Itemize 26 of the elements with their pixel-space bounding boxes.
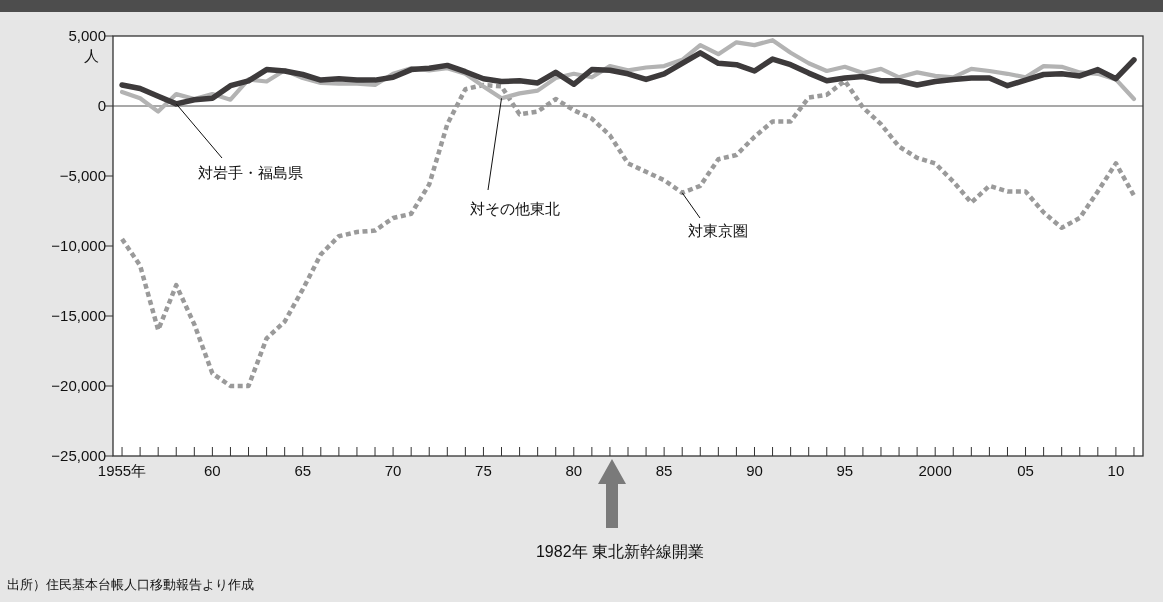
y-tick-label: −5,000: [59, 167, 106, 184]
x-tick-label: 60: [204, 462, 221, 479]
x-tick-label: 05: [1017, 462, 1034, 479]
x-tick-label: 70: [384, 462, 402, 479]
text: 対岩手・福島県: [198, 164, 303, 181]
y-tick-label: 0: [97, 97, 106, 114]
text: 1982年 東北新幹線開業: [535, 543, 705, 560]
y-tick-label: −20,000: [51, 377, 106, 394]
text: 出所）住民基本台帳人口移動報告より作成: [7, 577, 254, 592]
line-series: [119, 78, 1137, 389]
text: 対その他東北: [470, 200, 560, 217]
x-tick-label: 80: [565, 462, 583, 479]
x-tick-label: 65: [294, 462, 312, 479]
y-tick-label: −15,000: [51, 307, 106, 324]
x-tick-label: 1955年: [97, 462, 147, 479]
y-tick-label: −10,000: [51, 237, 106, 254]
x-tick-label: 10: [1107, 462, 1125, 479]
y-tick-label: 5,000: [68, 27, 106, 44]
x-tick-label: 85: [655, 462, 673, 479]
y-axis-title: 人: [84, 47, 99, 64]
y-tick-label: −25,000: [51, 447, 106, 464]
x-tick-label: 90: [746, 462, 763, 479]
x-tick-label: 95: [836, 462, 854, 479]
x-tick-label: 2000: [918, 462, 952, 479]
x-tick-label: 75: [475, 462, 492, 479]
series-label: 対東京圏: [688, 222, 748, 239]
